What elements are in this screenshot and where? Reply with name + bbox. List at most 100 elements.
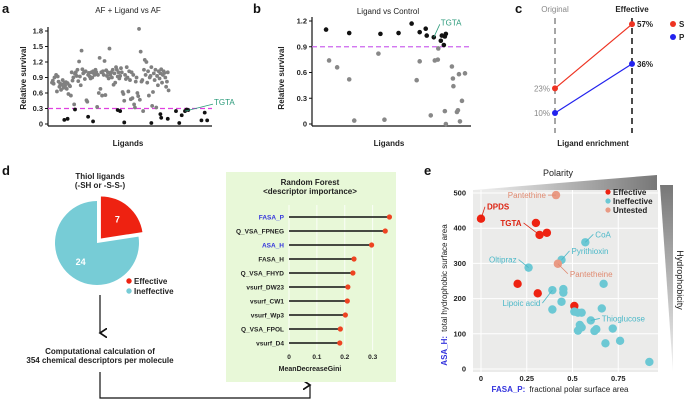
category-original: Original xyxy=(541,5,569,14)
x-tick-label: 0 xyxy=(479,374,483,383)
chart-a-xlabel: Ligands xyxy=(113,139,144,148)
annotation-label: TGTA xyxy=(500,219,521,228)
data-point xyxy=(162,70,167,75)
y-tick-label: 0.3 xyxy=(297,94,307,103)
panel-label-e: e xyxy=(424,163,431,178)
data-point xyxy=(165,70,170,75)
data-point xyxy=(177,121,182,125)
legend-label: Ineffective xyxy=(134,287,174,296)
x-tick-label: 0.25 xyxy=(519,374,534,383)
data-point xyxy=(82,77,87,81)
data-point xyxy=(118,74,123,78)
data-point xyxy=(144,60,149,64)
series-point-P xyxy=(552,110,558,116)
data-point xyxy=(137,97,142,102)
annotation-leader xyxy=(590,318,600,321)
data-point xyxy=(156,83,160,88)
data-point xyxy=(103,93,108,97)
data-point xyxy=(449,64,455,69)
data-point xyxy=(95,105,100,109)
chart-b-title: Ligand vs Control xyxy=(357,7,419,16)
panel-e: e Polarity Hydrophobicity ASA_H: total hy… xyxy=(424,163,685,394)
data-point xyxy=(459,98,465,104)
data-point xyxy=(428,113,434,118)
data-point xyxy=(113,80,118,85)
data-point xyxy=(451,83,456,89)
data-point xyxy=(166,88,171,93)
value-label: 36% xyxy=(637,60,653,69)
y-tick-label: 0 xyxy=(39,120,43,129)
annotation-label: Lipoic acid xyxy=(503,299,541,308)
data-point xyxy=(151,90,155,94)
chart-e-ylabel-prefix: ASA_H: xyxy=(440,336,449,366)
annotation-tgta: TGTA xyxy=(214,98,235,107)
data-point xyxy=(65,116,70,121)
data-point-effective xyxy=(531,218,541,228)
data-point xyxy=(68,84,72,89)
data-point xyxy=(155,74,159,78)
annotation-label: DPDS xyxy=(487,203,510,212)
pie-slice-ineffective xyxy=(55,201,139,285)
data-point xyxy=(78,83,83,88)
data-point xyxy=(116,70,121,75)
flow-step-text: Computational calculation of xyxy=(45,347,155,356)
y-tick-label: 0 xyxy=(462,365,466,374)
panel-label-b: b xyxy=(253,1,261,16)
data-point xyxy=(205,118,210,123)
data-point xyxy=(164,84,169,89)
y-tick-label: 1.2 xyxy=(297,17,307,26)
lollipop-point xyxy=(344,298,350,304)
data-point xyxy=(323,27,329,32)
panel-d: d Thiol ligands (-SH or -S-S-) Computati… xyxy=(2,163,396,399)
data-point xyxy=(133,79,138,84)
hydrophobicity-gradient xyxy=(660,185,673,372)
data-point xyxy=(64,86,69,91)
chart-a-ylabel: Relative survival xyxy=(19,46,28,109)
data-point xyxy=(77,59,81,64)
descriptor-label: Q_VSA_FPNEG xyxy=(236,229,284,236)
data-point-ineffective xyxy=(573,326,583,335)
pie-slice-label: 24 xyxy=(76,257,86,267)
data-point-ineffective xyxy=(559,288,568,297)
data-point xyxy=(96,73,100,77)
descriptor-label: FASA_H xyxy=(258,257,284,264)
data-point xyxy=(122,98,127,103)
data-point xyxy=(409,21,414,26)
data-point xyxy=(101,69,105,74)
descriptor-label: ASA_H xyxy=(262,243,284,250)
y-tick-label: 1.5 xyxy=(33,42,43,51)
data-point xyxy=(97,55,102,60)
data-point xyxy=(396,30,401,36)
data-point xyxy=(83,69,88,74)
lollipop-point xyxy=(337,326,343,332)
data-point xyxy=(78,74,82,79)
data-point xyxy=(62,117,67,122)
y-tick-label: 0.9 xyxy=(297,42,307,51)
annotation-label: Pantethine xyxy=(508,191,547,200)
chart-b-ylabel: Relative survival xyxy=(277,46,286,109)
data-point xyxy=(71,75,76,80)
value-label: 57% xyxy=(637,20,653,29)
data-point xyxy=(334,65,340,70)
series-line-S xyxy=(554,23,633,89)
y-tick-label: 0.6 xyxy=(297,68,307,77)
legend-marker xyxy=(126,288,132,294)
data-point xyxy=(154,105,159,110)
pie-slice-label: 7 xyxy=(115,214,120,224)
data-point xyxy=(438,38,444,44)
legend-marker xyxy=(670,21,676,27)
data-point xyxy=(50,78,55,83)
data-point xyxy=(119,66,123,71)
data-point-ineffective xyxy=(548,285,557,295)
annotation-label: CoA xyxy=(595,230,611,239)
data-point xyxy=(98,86,103,91)
y-tick-label: 500 xyxy=(453,189,466,198)
x-tick-label: 0.5 xyxy=(567,374,577,383)
data-point xyxy=(436,46,441,51)
legend-marker xyxy=(126,278,132,284)
data-point xyxy=(136,94,141,98)
data-point xyxy=(424,33,430,38)
data-point xyxy=(63,83,68,88)
y-tick-label: 100 xyxy=(453,329,466,338)
data-point xyxy=(423,26,429,32)
